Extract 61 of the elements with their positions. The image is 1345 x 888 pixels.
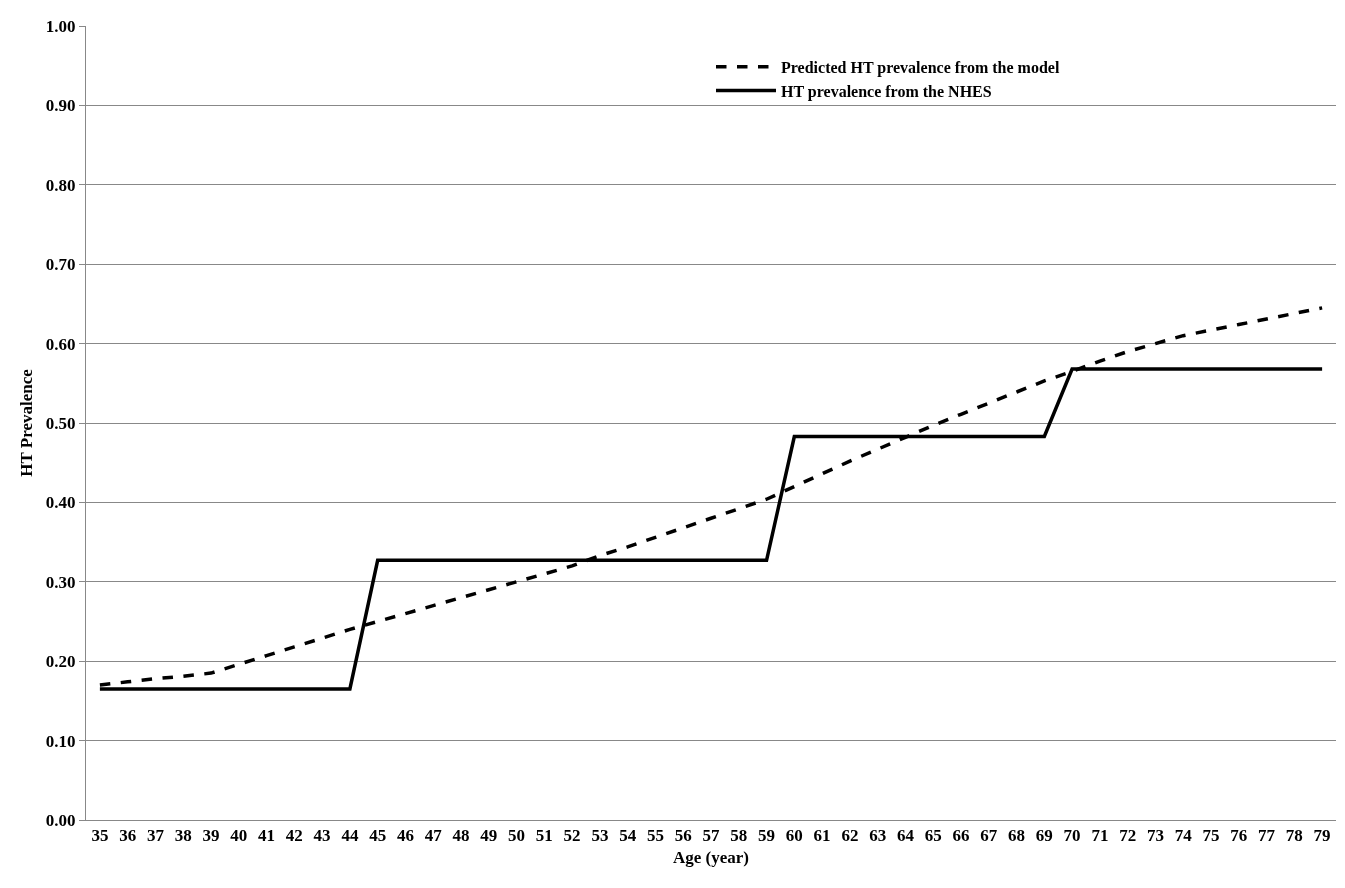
- y-tick-label: 0.70: [45, 255, 76, 275]
- x-tick-label: 61: [813, 826, 831, 846]
- line-series: [98, 306, 1324, 687]
- x-tick-label: 43: [313, 826, 331, 846]
- x-tick-label: 54: [619, 826, 637, 846]
- x-tick-label: 35: [91, 826, 109, 846]
- x-tick-label: 66: [952, 826, 970, 846]
- x-tick-label: 50: [508, 826, 526, 846]
- x-tick-label: 75: [1202, 826, 1220, 846]
- legend-label: HT prevalence from the NHES: [781, 82, 992, 101]
- x-tick-label: 47: [424, 826, 443, 846]
- x-tick-label: 73: [1146, 826, 1164, 846]
- y-tick-label: 0.10: [45, 731, 76, 751]
- x-tick-label: 57: [702, 826, 720, 846]
- x-tick-label: 40: [230, 826, 248, 846]
- x-tick-label: 52: [563, 826, 581, 846]
- y-tick-label: 0.90: [45, 96, 76, 116]
- y-tick-label: 1.00: [45, 16, 76, 36]
- x-tick-label: 71: [1091, 826, 1109, 846]
- y-tick-label: 0.60: [45, 334, 76, 354]
- x-tick-label: 38: [174, 826, 192, 846]
- y-tick-label: 0.80: [45, 175, 76, 195]
- x-tick-label: 65: [924, 826, 942, 846]
- y-tick-label: 0.30: [45, 572, 76, 592]
- x-tick-label: 67: [980, 826, 998, 846]
- x-tick-label: 62: [841, 826, 859, 846]
- x-tick-label: 53: [591, 826, 609, 846]
- x-tick-label: 78: [1285, 826, 1303, 846]
- x-tick-label: 49: [480, 826, 498, 846]
- x-tick-label: 41: [258, 826, 276, 846]
- x-tick-label: 68: [1008, 826, 1026, 846]
- x-tick-label: 56: [674, 826, 692, 846]
- x-tick-label: 79: [1313, 826, 1331, 846]
- x-tick-label: 51: [535, 826, 553, 846]
- x-tick-label: 77: [1258, 826, 1276, 846]
- y-tick-label: 0.00: [45, 810, 76, 830]
- x-tick-label: 36: [119, 826, 137, 846]
- x-tick-label: 48: [452, 826, 470, 846]
- x-tick-label: 55: [646, 826, 664, 846]
- x-tick-label: 63: [869, 826, 887, 846]
- legend-label: Predicted HT prevalence from the model: [781, 58, 1060, 77]
- x-tick-label: 76: [1230, 826, 1248, 846]
- x-tick-label: 74: [1174, 826, 1193, 846]
- x-tick-label: 42: [285, 826, 303, 846]
- y-tick-label: 0.20: [45, 652, 76, 672]
- x-tick-label: 60: [785, 826, 803, 846]
- y-axis-title: HT Prevalence: [17, 368, 37, 477]
- x-tick-label: 58: [730, 826, 748, 846]
- x-tick-label: 64: [896, 826, 915, 846]
- x-tick-label: 59: [758, 826, 776, 846]
- x-tick-label: 37: [146, 826, 165, 846]
- x-tick-label: 70: [1063, 826, 1081, 846]
- x-tick-label: 45: [369, 826, 387, 846]
- y-tick-label: 0.50: [45, 413, 76, 433]
- y-tick-label: 0.40: [45, 493, 76, 513]
- x-tick-label: 72: [1119, 826, 1137, 846]
- x-tick-label: 69: [1035, 826, 1053, 846]
- x-tick-label: 46: [396, 826, 414, 846]
- x-axis-title: Age (year): [673, 847, 749, 867]
- x-tick-label: 39: [202, 826, 220, 846]
- x-tick-label: 44: [341, 826, 359, 846]
